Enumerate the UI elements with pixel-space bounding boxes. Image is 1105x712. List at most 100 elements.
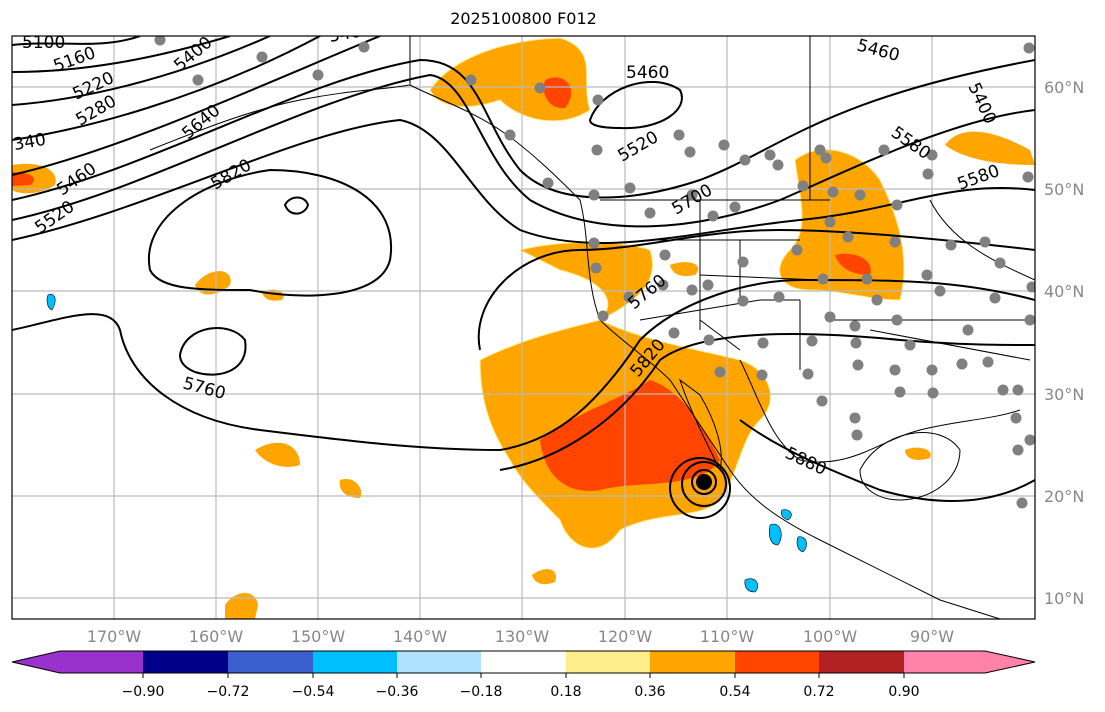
station-marker [718, 139, 730, 151]
station-marker [588, 189, 600, 201]
station-marker [737, 295, 749, 307]
station-marker [824, 216, 836, 228]
station-marker [982, 356, 994, 368]
colorbar-segment [228, 651, 313, 673]
station-marker [816, 395, 828, 407]
colorbar-segment [735, 651, 819, 673]
colorbar-segment [819, 651, 904, 673]
colorbar-tick-label: −0.54 [292, 684, 335, 700]
graticule [12, 36, 1035, 619]
station-marker [926, 149, 938, 161]
fill-negative [46, 294, 56, 311]
station-marker [891, 199, 903, 211]
fill-patch [905, 447, 931, 460]
station-marker [624, 182, 636, 194]
fill-negative [780, 509, 792, 521]
station-marker [979, 236, 991, 248]
longitude-label: 150°W [291, 627, 346, 646]
station-marker [644, 207, 656, 219]
station-marker [588, 237, 600, 249]
fill-patch [225, 592, 258, 619]
station-marker [1010, 412, 1022, 424]
station-marker [927, 387, 939, 399]
station-marker [597, 310, 609, 322]
station-marker [1024, 434, 1035, 446]
station-marker [739, 154, 751, 166]
station-marker [623, 291, 635, 303]
station-marker [894, 386, 906, 398]
colorbar-segment [904, 651, 1035, 673]
station-marker [962, 324, 974, 336]
station-marker [702, 279, 714, 291]
fill-negative [768, 523, 782, 546]
contour-label: 5460 [53, 159, 100, 200]
station-marker [989, 292, 1001, 304]
station-marker [256, 51, 268, 63]
colorbar-segment [566, 651, 650, 673]
station-marker [757, 337, 769, 349]
contour-label: 5880 [782, 443, 830, 479]
colorbar: −0.90 −0.72 −0.54 −0.36 −0.18 0.18 0.36 0.54 0.7… [11, 650, 1036, 700]
station-marker [817, 273, 829, 285]
station-marker [673, 129, 685, 141]
station-marker [842, 231, 854, 243]
latitude-label: 30°N [1044, 385, 1084, 404]
colorbar-segment [397, 651, 481, 673]
station-marker [921, 269, 933, 281]
latitude-label: 10°N [1044, 589, 1084, 608]
latitude-label: 60°N [1044, 78, 1084, 97]
latitude-label: 20°N [1044, 487, 1084, 506]
fill-negative [744, 578, 759, 593]
station-marker [737, 256, 749, 268]
station-marker [854, 189, 866, 201]
fill-negative [796, 536, 807, 553]
station-marker [820, 152, 832, 164]
longitude-label: 110°W [700, 627, 755, 646]
latitude-label: 50°N [1044, 180, 1084, 199]
station-marker [312, 69, 324, 81]
station-marker [945, 239, 957, 251]
fill-west-edge-core [12, 172, 34, 186]
station-marker [814, 144, 826, 156]
contour-label: 5580 [887, 123, 934, 164]
station-marker [504, 129, 516, 141]
station-marker [465, 74, 477, 86]
fill-patch [532, 569, 556, 585]
contour-label: 5340 [1, 130, 47, 157]
contour-label: 5400 [170, 33, 216, 76]
latitude-labels: 60°N 50°N 40°N 30°N 20°N 10°N [1044, 78, 1084, 608]
station-marker [904, 339, 916, 351]
fill-alaska-core [543, 77, 572, 109]
longitude-label: 120°W [598, 627, 653, 646]
colorbar-segment [650, 651, 735, 673]
map-frame [11, 35, 1036, 620]
station-marker [686, 189, 698, 201]
station-marker [773, 291, 785, 303]
latitude-label: 40°N [1044, 282, 1084, 301]
fill-west-mexico-core [540, 380, 720, 491]
station-marker [756, 369, 768, 381]
colorbar-tick-label: −0.72 [207, 684, 250, 700]
station-marker [1022, 171, 1034, 183]
colorbar-segment [481, 651, 566, 673]
station-marker [1026, 281, 1035, 293]
longitude-label: 100°W [803, 627, 858, 646]
station-markers [154, 36, 1035, 509]
station-marker [707, 210, 719, 222]
station-marker [714, 366, 726, 378]
station-marker [851, 429, 863, 441]
station-marker [824, 311, 836, 323]
fill-patch [255, 442, 300, 467]
station-marker [802, 368, 814, 380]
station-marker [684, 146, 696, 158]
colorbar-segment [143, 651, 228, 673]
longitude-label: 130°W [495, 627, 550, 646]
station-marker [994, 257, 1006, 269]
contour-label: 5460 [855, 36, 902, 67]
station-marker [1016, 497, 1028, 509]
contour-label: 5460 [626, 63, 669, 83]
station-marker [956, 358, 968, 370]
fill-west-edge [12, 163, 56, 194]
station-marker [861, 273, 873, 285]
